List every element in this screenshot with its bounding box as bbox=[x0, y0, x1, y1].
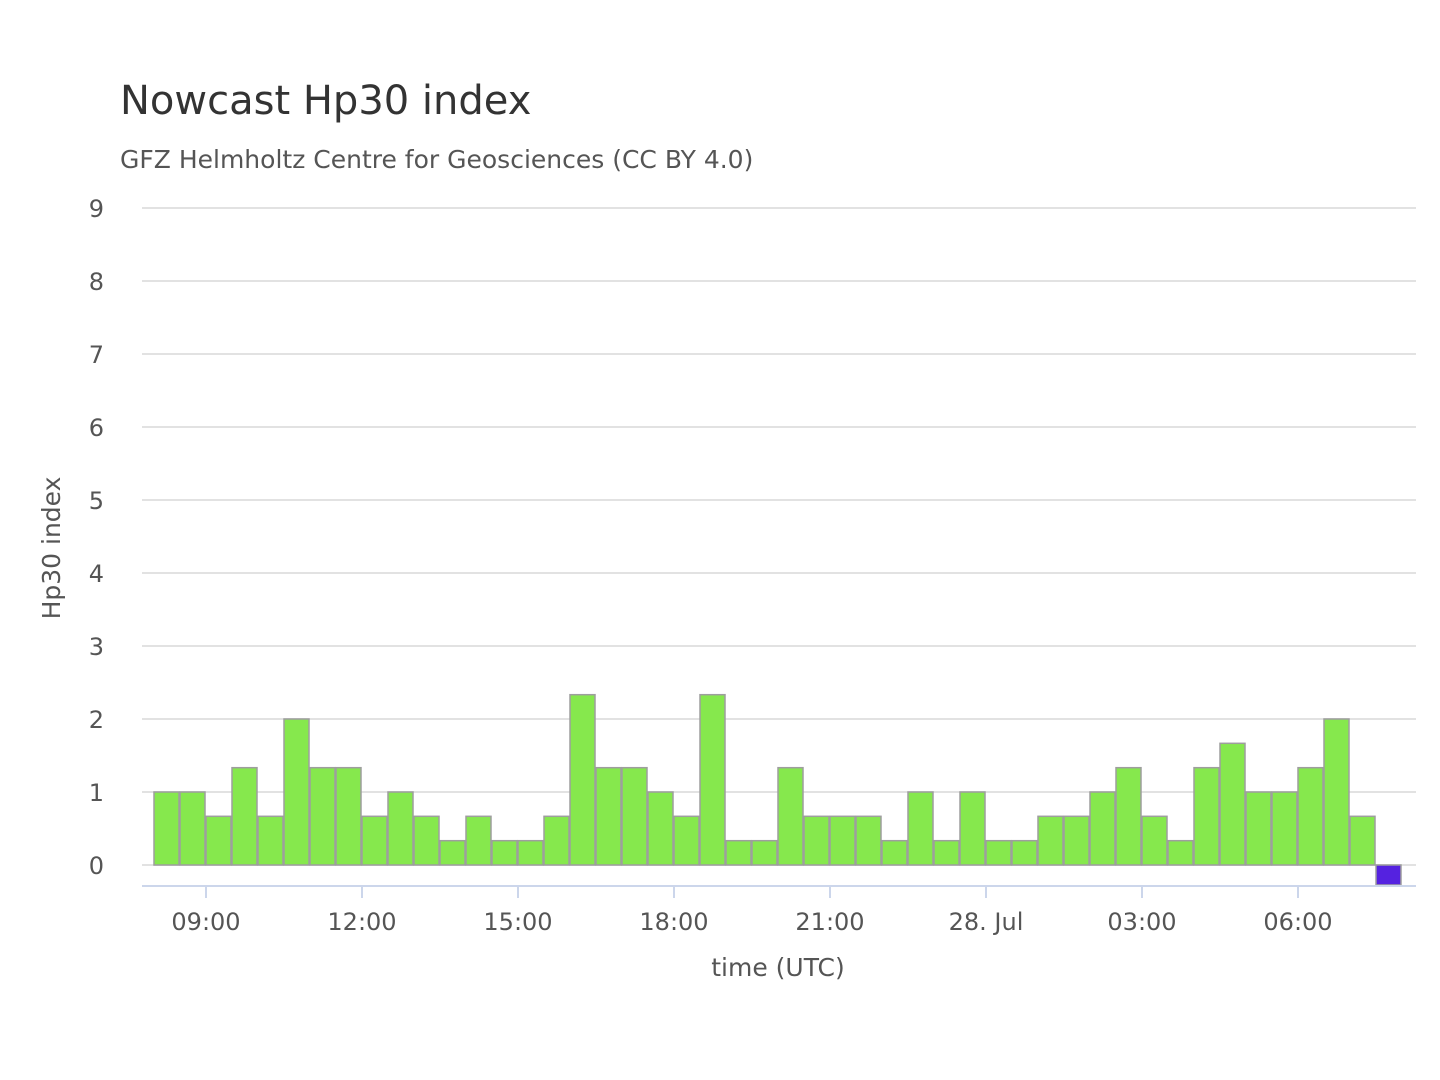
bar bbox=[621, 766, 648, 866]
bar bbox=[1167, 839, 1194, 866]
y-tick-label: 9 bbox=[89, 195, 104, 223]
x-tick-label: 09:00 bbox=[171, 908, 240, 936]
y-axis-title: Hp30 index bbox=[37, 477, 66, 620]
bar bbox=[829, 815, 856, 866]
y-tick-label: 6 bbox=[89, 414, 104, 442]
bar bbox=[179, 791, 206, 866]
bar bbox=[1037, 815, 1064, 866]
bar bbox=[1141, 815, 1168, 866]
y-axis-ticks: 0 1 2 3 4 5 6 7 8 9 bbox=[89, 195, 104, 880]
bar bbox=[257, 815, 284, 866]
bar bbox=[803, 815, 830, 866]
x-axis-title: time (UTC) bbox=[711, 953, 845, 982]
bar bbox=[309, 766, 336, 866]
chart-subtitle: GFZ Helmholtz Centre for Geosciences (CC… bbox=[120, 145, 754, 174]
bar bbox=[517, 839, 544, 866]
bar bbox=[1349, 815, 1376, 866]
bar bbox=[907, 791, 934, 866]
bar bbox=[205, 815, 232, 866]
y-tick-label: 2 bbox=[89, 706, 104, 734]
bar bbox=[569, 693, 596, 866]
bar bbox=[751, 839, 778, 866]
bar bbox=[1219, 742, 1246, 866]
x-axis-ticks: 09:00 12:00 15:00 18:00 21:00 28. Jul 03:00 06:… bbox=[171, 886, 1333, 936]
bar bbox=[1375, 864, 1402, 886]
bar bbox=[413, 815, 440, 866]
y-tick-label: 7 bbox=[89, 341, 104, 369]
bar bbox=[1245, 791, 1272, 866]
bar bbox=[1271, 791, 1298, 866]
bar bbox=[595, 766, 622, 866]
bar bbox=[699, 693, 726, 866]
x-tick-label: 15:00 bbox=[483, 908, 552, 936]
bars bbox=[153, 693, 1402, 886]
bar bbox=[1063, 815, 1090, 866]
bar bbox=[1323, 718, 1350, 866]
chart-title: Nowcast Hp30 index bbox=[120, 78, 532, 124]
bar bbox=[1011, 839, 1038, 866]
bar bbox=[387, 791, 414, 866]
bar bbox=[933, 839, 960, 866]
bar bbox=[881, 839, 908, 866]
bar bbox=[335, 766, 362, 866]
bar bbox=[855, 815, 882, 866]
grid-lines bbox=[142, 207, 1416, 866]
bar bbox=[543, 815, 570, 866]
x-tick-label: 21:00 bbox=[795, 908, 864, 936]
bar bbox=[491, 839, 518, 866]
x-tick-label: 03:00 bbox=[1107, 908, 1176, 936]
bar bbox=[153, 791, 180, 866]
bar bbox=[1089, 791, 1116, 866]
y-tick-label: 1 bbox=[89, 779, 104, 807]
x-tick-label: 12:00 bbox=[327, 908, 396, 936]
bar bbox=[465, 815, 492, 866]
y-tick-label: 8 bbox=[89, 268, 104, 296]
x-tick-label: 18:00 bbox=[639, 908, 708, 936]
bar bbox=[283, 718, 310, 866]
bar bbox=[439, 839, 466, 866]
bar bbox=[1297, 766, 1324, 866]
y-tick-label: 5 bbox=[89, 487, 104, 515]
bar bbox=[725, 839, 752, 866]
bar bbox=[1115, 766, 1142, 866]
bar bbox=[1193, 766, 1220, 866]
y-tick-label: 3 bbox=[89, 633, 104, 661]
x-tick-label: 06:00 bbox=[1263, 908, 1332, 936]
y-tick-label: 4 bbox=[89, 560, 104, 588]
bar bbox=[777, 766, 804, 866]
bar bbox=[985, 839, 1012, 866]
bar bbox=[231, 766, 258, 866]
bar bbox=[647, 791, 674, 866]
y-tick-label: 0 bbox=[89, 852, 104, 880]
x-tick-label: 28. Jul bbox=[949, 908, 1024, 936]
bar bbox=[673, 815, 700, 866]
bar bbox=[361, 815, 388, 866]
bar bbox=[959, 791, 986, 866]
